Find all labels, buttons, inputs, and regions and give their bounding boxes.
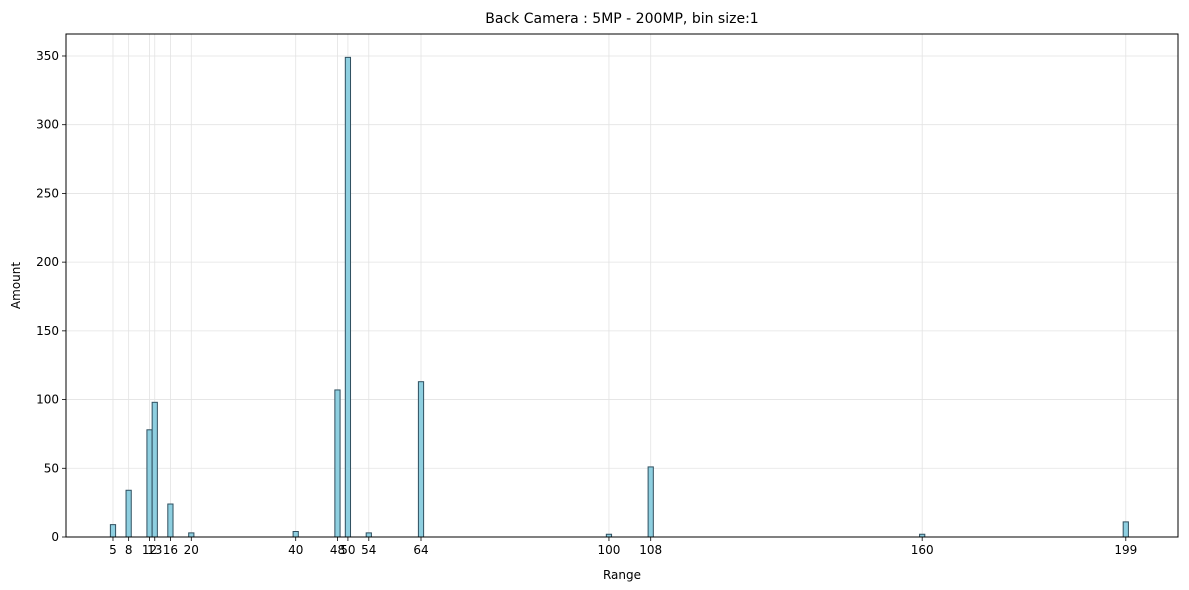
histogram-bar: [1122, 521, 1129, 538]
y-tick-label: 50: [44, 461, 59, 475]
x-tick-label: 100: [597, 543, 620, 557]
x-tick-label: 64: [413, 543, 428, 557]
y-tick-label: 250: [36, 186, 59, 200]
x-tick-label: 199: [1114, 543, 1137, 557]
grid-layer: [66, 34, 1178, 538]
x-tick-label: 12: [142, 543, 157, 557]
histogram-bar: [125, 489, 132, 538]
x-tick-label: 48: [330, 543, 345, 557]
y-axis-ticks: 0 50 100 150 200 250 300 350: [36, 49, 66, 544]
y-tick-label: 200: [36, 255, 59, 269]
x-tick-label: 50: [340, 543, 355, 557]
histogram-bar: [417, 381, 425, 538]
x-tick-label: 5: [109, 543, 117, 557]
x-tick-label: 20: [184, 543, 199, 557]
bars-layer: [109, 56, 1129, 538]
x-axis-label: Range: [603, 568, 641, 582]
histogram-bar: [109, 524, 117, 538]
histogram-bar: [647, 466, 654, 538]
y-tick-label: 100: [36, 393, 59, 407]
x-tick-label: 8: [125, 543, 133, 557]
x-tick-label: 16: [163, 543, 178, 557]
x-tick-label: 40: [288, 543, 303, 557]
histogram-bar: [292, 531, 299, 538]
histogram-bar: [188, 532, 195, 538]
y-tick-label: 150: [36, 324, 59, 338]
histogram-bar: [365, 532, 372, 538]
histogram-bar: [344, 56, 352, 538]
x-tick-label: 13: [147, 543, 162, 557]
histogram-bar: [146, 429, 153, 538]
plot-frame: [65, 33, 1179, 538]
y-tick-label: 350: [36, 49, 59, 63]
y-tick-label: 0: [51, 530, 59, 544]
histogram-bar: [334, 389, 341, 538]
y-tick-label: 300: [36, 118, 59, 132]
histogram-bar: [151, 401, 158, 538]
x-tick-label: 108: [639, 543, 662, 557]
x-tick-label: 54: [361, 543, 376, 557]
x-tick-label: 160: [911, 543, 934, 557]
y-axis-label: Amount: [9, 262, 23, 309]
histogram-bar: [167, 503, 174, 538]
chart-title: Back Camera : 5MP - 200MP, bin size:1: [485, 11, 758, 27]
